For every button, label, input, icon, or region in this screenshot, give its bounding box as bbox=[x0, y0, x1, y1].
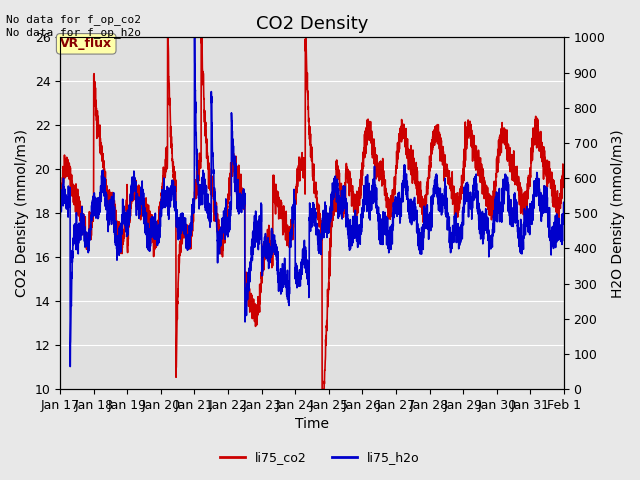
li75_h2o bbox=[56, 216, 64, 222]
Y-axis label: H2O Density (mmol/m3): H2O Density (mmol/m3) bbox=[611, 129, 625, 298]
li75_co2 bbox=[197, 156, 205, 161]
li75_h2o bbox=[164, 208, 172, 214]
li75_co2 bbox=[560, 166, 568, 171]
Text: No data for f_op_co2
No data for f_op_h2o: No data for f_op_co2 No data for f_op_h2… bbox=[6, 14, 141, 38]
li75_co2 bbox=[513, 164, 520, 169]
li75_h2o bbox=[361, 190, 369, 195]
li75_h2o bbox=[513, 204, 520, 210]
Line: li75_h2o: li75_h2o bbox=[60, 37, 564, 367]
Text: VR_flux: VR_flux bbox=[60, 37, 112, 50]
li75_h2o bbox=[191, 35, 198, 40]
Title: CO2 Density: CO2 Density bbox=[256, 15, 368, 33]
Y-axis label: CO2 Density (mmol/m3): CO2 Density (mmol/m3) bbox=[15, 129, 29, 297]
li75_h2o bbox=[197, 188, 205, 193]
li75_co2 bbox=[560, 168, 568, 174]
li75_co2 bbox=[164, 35, 172, 40]
li75_h2o bbox=[370, 193, 378, 199]
li75_h2o bbox=[560, 221, 568, 227]
li75_co2 bbox=[370, 144, 378, 150]
li75_co2 bbox=[361, 129, 369, 134]
Legend: li75_co2, li75_h2o: li75_co2, li75_h2o bbox=[215, 446, 425, 469]
Line: li75_co2: li75_co2 bbox=[60, 37, 564, 389]
li75_co2 bbox=[318, 386, 326, 392]
li75_co2 bbox=[56, 196, 64, 202]
X-axis label: Time: Time bbox=[295, 418, 329, 432]
li75_co2 bbox=[164, 42, 172, 48]
li75_h2o bbox=[67, 364, 74, 370]
li75_h2o bbox=[560, 199, 568, 205]
